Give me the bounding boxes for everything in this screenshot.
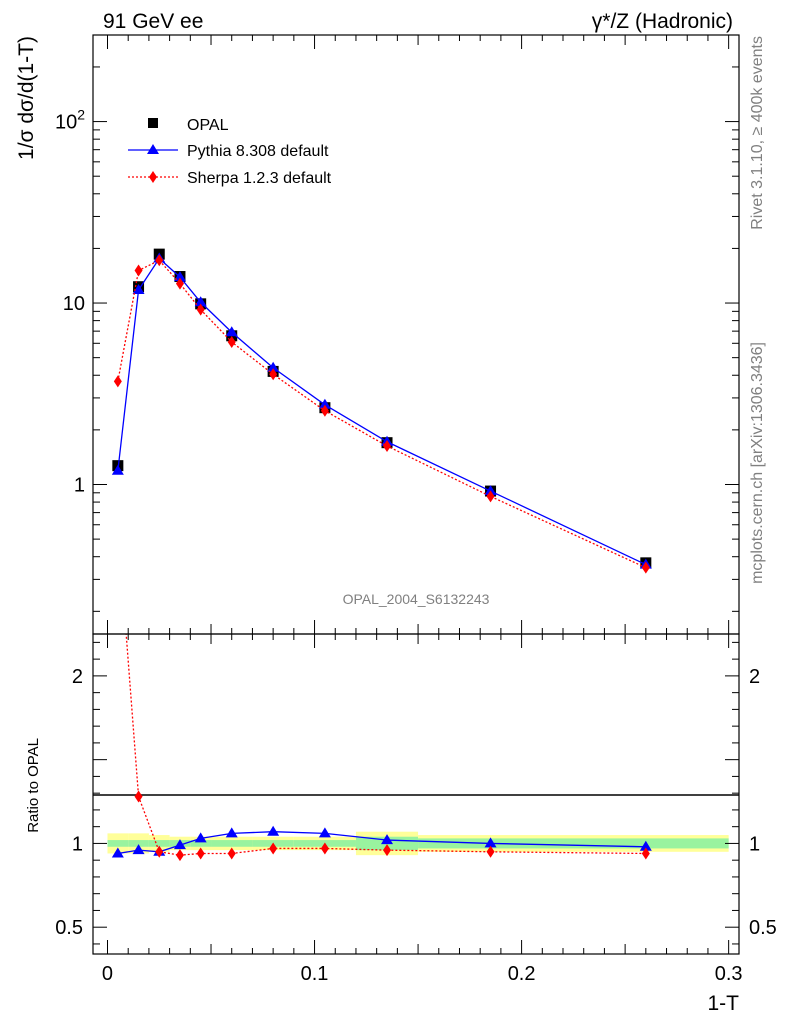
x-tick-label-3: 0.3 [715,963,743,985]
main-series-1-point-5 [225,326,238,337]
ratio-series-1-point-1 [134,790,143,803]
main-plot-ticks: 1 10 102 [55,34,739,634]
ratio-y-tick-label-right-0: 0.5 [749,917,777,939]
ratio-plot-series [111,519,652,862]
main-series-2-point-4 [196,303,205,316]
legend-marker-pythia [147,144,159,154]
ratio-series-0-point-4 [194,832,207,843]
ratio-series-0-point-10 [639,840,652,851]
main-y-tick-label-2: 102 [55,107,85,134]
main-series-1-point-4 [194,296,207,307]
ratio-series-0-point-8 [381,834,394,845]
main-series-1-point-0 [111,464,124,475]
main-y-tick-label-1: 10 [63,293,85,315]
main-series-2-point-9 [486,490,495,503]
main-series-2-point-8 [383,439,392,452]
ratio-series-0-point-3 [173,839,186,850]
main-series-2-point-5 [227,335,236,348]
stat-uncertainty-band-1 [128,840,149,847]
main-series-2-point-0 [113,375,122,388]
ratio-series-1-point-9 [486,845,495,858]
ratio-series-1-point-3 [175,849,184,862]
ratio-y-tick-label-right-2: 2 [749,666,760,688]
main-series-1-point-6 [267,361,280,372]
ratio-series-0-point-9 [484,837,497,848]
main-series-2-point-7 [320,404,329,417]
legend-label-pythia: Pythia 8.308 default [187,143,329,160]
legend-label-opal: OPAL [187,117,229,134]
x-tick-label-2: 0.2 [508,963,536,985]
stat-uncertainty-band-4 [190,840,212,847]
mcplots-label: mcplots.cern.ch [arXiv:1306.3436] [749,342,766,584]
main-series-1-point-9 [484,485,497,496]
ratio-y-tick-label-right-1: 1 [749,833,760,855]
ratio-y-tick-label-0: 0.5 [55,917,83,939]
x-tick-label-0: 0 [102,963,113,985]
main-series-2-point-1 [134,264,143,277]
main-y-axis-label: 1/σ dσ/d(1-T) [15,36,38,160]
stat-uncertainty-band-2 [148,840,170,847]
main-series-2-point-10 [641,561,650,574]
main-y-tick-label-0: 1 [74,474,85,496]
ratio-series-0-point-0 [111,847,124,858]
legend-marker-sherpa [149,171,157,183]
ratio-plot-frame [92,633,740,955]
ratio-series-1-point-10 [641,847,650,860]
header-right: γ*/Z (Hadronic) [592,10,733,33]
ratio-series-0-point-7 [318,827,331,838]
rivet-label: Rivet 3.1.10, ≥ 400k events [749,36,766,230]
legend-label-sherpa: Sherpa 1.2.3 default [187,170,332,187]
ratio-series-1-point-6 [269,842,278,855]
x-axis-label: 1-T [708,992,740,1015]
main-series-2-point-3 [175,277,184,290]
legend: OPAL Pythia 8.308 default Sherpa 1.2.3 d… [128,117,332,187]
main-plot-series [111,248,652,574]
ratio-series-0-point-5 [225,827,238,838]
ratio-series-0-point-1 [132,844,145,855]
ratio-y-tick-label-2: 2 [72,666,83,688]
ratio-series-1-point-8 [383,844,392,857]
ratio-y-tick-label-1: 1 [72,833,83,855]
ratio-series-1-point-0 [114,519,122,531]
main-series-2-point-6 [269,368,278,381]
ratio-plot-ticks: 0 0.1 0.2 0.3 0.5 0.5 1 1 2 2 [55,634,777,985]
ratio-series-1-point-5 [227,847,236,860]
ratio-y-axis-label: Ratio to OPAL [25,738,42,833]
ratio-series-1-point-4 [196,847,205,860]
stat-uncertainty-band-5 [211,840,253,847]
main-series-1-point-7 [318,398,331,409]
ratio-series-1-line [125,634,646,856]
legend-marker-opal [148,118,158,128]
analysis-watermark: OPAL_2004_S6132243 [343,591,490,607]
ratio-series-1-point-2 [155,845,164,858]
main-series-1-point-1 [132,283,145,294]
ratio-series-0-point-6 [267,825,280,836]
x-tick-label-1: 0.1 [301,963,329,985]
main-series-1-point-3 [173,271,186,282]
stat-uncertainty-band-0 [107,840,129,847]
main-series-2-point-2 [155,254,164,267]
header-left: 91 GeV ee [103,10,203,33]
ratio-series-1-point-7 [320,842,329,855]
